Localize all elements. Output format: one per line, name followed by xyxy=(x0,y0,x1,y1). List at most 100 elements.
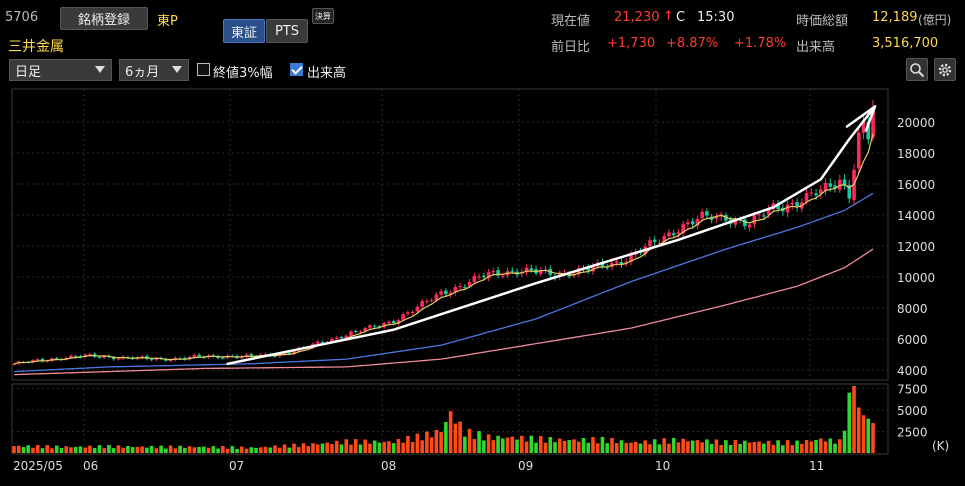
volume-bar xyxy=(453,423,458,453)
volume-bar xyxy=(852,386,856,453)
candle xyxy=(320,342,325,344)
candle xyxy=(263,354,268,356)
kessan-badge[interactable]: 決算 xyxy=(312,8,334,24)
candle xyxy=(268,354,273,357)
volume-bar xyxy=(463,436,467,453)
close-band-checkbox[interactable] xyxy=(197,63,210,76)
candle xyxy=(240,356,244,359)
candle xyxy=(676,232,681,234)
volume-bar xyxy=(482,440,486,453)
ma-short-line xyxy=(13,133,874,365)
candle xyxy=(349,331,353,336)
volume-bar xyxy=(633,441,638,453)
volume-bar xyxy=(164,448,168,453)
candle xyxy=(102,356,106,358)
current-price-label: 現在値 xyxy=(551,14,591,29)
candle xyxy=(83,354,87,357)
volume-bar xyxy=(334,440,339,453)
candle xyxy=(164,359,168,361)
candle xyxy=(448,292,453,295)
volume-bar xyxy=(562,440,567,453)
volume-bar xyxy=(719,444,723,453)
volume-bar xyxy=(709,443,714,453)
tab-tosho[interactable]: 東証 xyxy=(223,19,265,43)
candle xyxy=(781,207,785,212)
candle xyxy=(871,106,875,138)
price-panel-frame xyxy=(11,88,889,381)
volume-checkbox[interactable] xyxy=(290,63,303,76)
volume-bar xyxy=(301,443,306,453)
volume-bar xyxy=(358,444,363,453)
candle xyxy=(315,341,320,344)
candle xyxy=(538,270,543,275)
candle xyxy=(344,335,349,339)
volume-bar xyxy=(368,443,372,453)
candle xyxy=(197,354,201,357)
candle xyxy=(244,354,249,357)
volume-bar xyxy=(145,447,149,453)
candle xyxy=(273,355,277,357)
volume-bar xyxy=(619,440,624,453)
period-select[interactable]: 日足 xyxy=(9,59,112,81)
candle xyxy=(652,239,657,242)
volume-bar xyxy=(496,435,500,453)
volume-bar xyxy=(595,443,600,453)
volume-bar xyxy=(638,443,643,453)
volume-bar xyxy=(766,440,771,453)
volume-bar xyxy=(64,446,69,453)
volume-bar xyxy=(54,445,59,453)
range-select[interactable]: 6ヵ月 xyxy=(119,59,189,81)
candle xyxy=(130,357,135,360)
volume-bar xyxy=(107,444,111,453)
market-cap-value: 12,189 xyxy=(872,10,918,25)
volume-checkbox-label: 出来高 xyxy=(307,66,347,81)
register-button[interactable]: 銘柄登録 xyxy=(60,7,148,30)
chevron-down-icon xyxy=(95,66,105,73)
change-percent: +8.87% xyxy=(666,36,719,51)
y-tick-label: 8000 xyxy=(897,302,928,316)
change-value: +1,730 xyxy=(607,36,656,51)
up-arrow-icon: ↑ xyxy=(663,9,674,24)
candle xyxy=(648,240,652,247)
volume-bar xyxy=(211,446,216,453)
candle xyxy=(116,358,121,360)
volume-bar xyxy=(705,439,709,453)
y-tick-label: 18000 xyxy=(897,147,935,161)
candle xyxy=(510,270,515,272)
volume-bar xyxy=(529,435,534,453)
candle xyxy=(591,266,595,272)
candle xyxy=(444,290,448,295)
market-cap-label: 時価総額 xyxy=(796,14,849,29)
volume-bar xyxy=(695,440,700,453)
volume-bar xyxy=(828,438,833,453)
candle xyxy=(501,275,505,277)
market-cap-unit: (億円) xyxy=(918,13,952,27)
volume-bar xyxy=(130,447,135,453)
settings-button[interactable] xyxy=(934,58,956,81)
zoom-button[interactable] xyxy=(906,58,928,81)
tab-pts[interactable]: PTS xyxy=(266,19,308,43)
volume-bar xyxy=(671,437,676,453)
volume-bar xyxy=(520,435,524,453)
volume-bar xyxy=(258,447,263,453)
volume-bar xyxy=(676,442,681,453)
volume-bar xyxy=(747,442,752,453)
candle xyxy=(173,357,178,360)
candle xyxy=(353,330,358,332)
volume-bar xyxy=(183,447,187,453)
volume-bar xyxy=(458,421,462,453)
volume-bar xyxy=(420,440,424,453)
volume-bar xyxy=(600,436,605,453)
candle xyxy=(111,357,116,360)
candle xyxy=(724,215,728,221)
volume-tick-label: 7500 xyxy=(897,383,928,397)
candle xyxy=(168,360,173,362)
volume-bar xyxy=(543,442,548,453)
candle xyxy=(401,314,405,321)
volume-tick-label: 2500 xyxy=(897,426,928,440)
candle xyxy=(453,287,458,293)
candle xyxy=(391,321,396,324)
y-tick-label: 20000 xyxy=(897,116,935,130)
ma-long-line xyxy=(13,248,874,376)
candle xyxy=(496,270,500,276)
